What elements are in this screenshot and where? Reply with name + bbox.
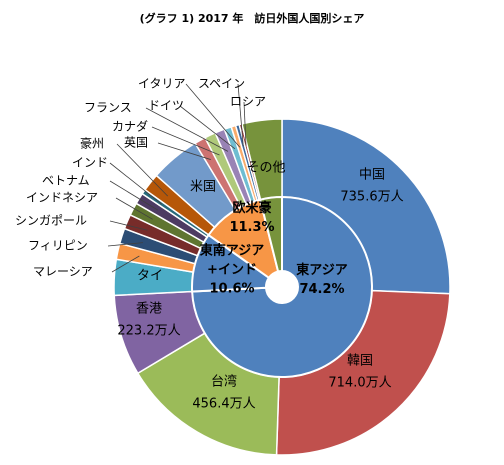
leader-line-17	[185, 83, 241, 148]
inner-label-1-1: +インド	[207, 263, 257, 278]
inner-label-2-1: 11.3%	[229, 220, 274, 235]
outer-label-13-0: 英国	[124, 136, 148, 150]
inner-label-1-2: 10.6%	[209, 282, 254, 297]
inner-slice-0	[191, 195, 373, 378]
outer-label-20-0: その他	[246, 161, 285, 176]
outer-label-2-1: 456.4万人	[192, 397, 255, 412]
outer-label-1-1: 714.0万人	[328, 376, 391, 391]
outer-label-15-0: フランス	[84, 101, 132, 115]
outer-label-18-0: スペイン	[198, 77, 245, 91]
leader-line-18	[237, 83, 244, 147]
outer-label-14-0: カナダ	[112, 119, 148, 134]
outer-label-10-0: インド	[72, 156, 108, 170]
inner-label-1-0: 東南アジア	[200, 243, 264, 259]
leader-line-13	[157, 142, 211, 160]
leader-line-8	[115, 197, 153, 220]
inner-label-2-0: 欧米豪	[232, 200, 271, 216]
outer-label-16-0: ドイツ	[148, 99, 184, 113]
outer-label-19-0: ロシア	[230, 95, 266, 109]
leader-line-14	[151, 126, 220, 156]
inner-slice-2	[207, 198, 280, 280]
leader-line-6	[107, 242, 143, 247]
leader-line-9	[109, 180, 159, 211]
inner-label-0-0: 東アジア	[296, 262, 347, 278]
inner-slice-3	[258, 195, 283, 273]
outer-label-11-0: 豪州	[80, 136, 104, 151]
outer-label-7-0: シンガポール	[15, 214, 87, 228]
leader-line-10	[109, 162, 162, 205]
outer-label-12-0: 米国	[190, 180, 216, 195]
outer-label-1-0: 韓国	[347, 354, 373, 369]
outer-label-8-0: インドネシア	[26, 191, 98, 205]
leader-line-7	[109, 220, 148, 231]
outer-label-2-0: 台湾	[211, 374, 237, 390]
outer-label-4-0: タイ	[137, 269, 163, 284]
outer-label-17-0: イタリア	[138, 77, 186, 91]
outer-label-5-0: マレーシア	[33, 265, 93, 279]
leader-line-19	[243, 101, 247, 146]
inner-label-0-1: 74.2%	[299, 282, 344, 297]
outer-label-3-1: 223.2万人	[117, 324, 180, 339]
outer-label-9-0: ベトナム	[42, 174, 90, 188]
leader-line-16	[179, 105, 236, 150]
chart-title: (グラフ 1) 2017 年 訪日外国人国別シェア	[139, 12, 365, 25]
leader-line-15	[145, 107, 229, 152]
outer-label-0-1: 735.6万人	[340, 190, 403, 205]
outer-label-3-0: 香港	[136, 302, 162, 317]
leader-line-11	[116, 143, 169, 197]
outer-label-0-0: 中国	[359, 168, 385, 183]
leader-line-5	[111, 255, 140, 273]
outer-label-6-0: フィリピン	[28, 239, 88, 253]
